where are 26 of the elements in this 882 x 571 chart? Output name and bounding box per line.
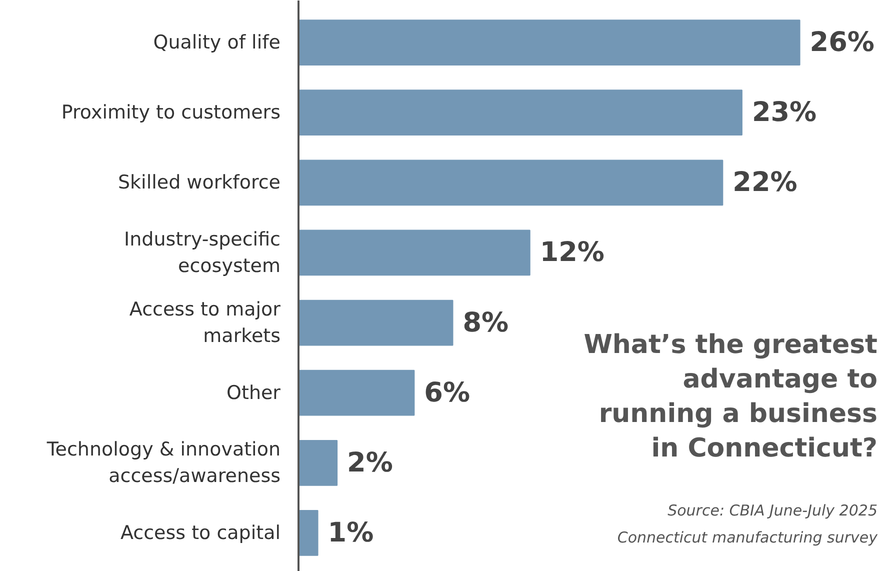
bar — [298, 20, 800, 66]
y-tick-label: Industry-specific ecosystem — [124, 228, 281, 277]
data-label: 6% — [424, 377, 470, 408]
bar — [298, 510, 318, 556]
bar — [298, 440, 338, 486]
annotation: Source: CBIA June-July 2025 Connecticut manufacturing survey — [617, 501, 879, 546]
bar — [298, 370, 415, 416]
data-label: 23% — [752, 97, 817, 128]
bar — [298, 300, 454, 346]
y-tick-label: Skilled workforce — [118, 172, 281, 194]
bar — [298, 160, 724, 206]
bar — [298, 90, 742, 136]
data-label: 12% — [540, 237, 605, 268]
data-label: 1% — [328, 517, 374, 548]
data-label: 2% — [347, 447, 393, 478]
y-tick-label: Quality of life — [153, 32, 281, 54]
y-tick-label: Other — [226, 382, 281, 404]
data-label: 22% — [732, 167, 798, 198]
y-tick-label: Access to capital — [120, 522, 281, 544]
y-tick-label: Technology & innovation access/awareness — [46, 438, 281, 488]
y-tick-label: Proximity to customers — [61, 102, 281, 124]
text: What’s the greatest advantage to running a business in Connecticut? — [584, 330, 878, 464]
data-label: 8% — [462, 307, 509, 338]
bar — [298, 230, 530, 276]
data-label: 26% — [810, 27, 874, 58]
y-tick-label: Access to major markets — [129, 298, 281, 347]
